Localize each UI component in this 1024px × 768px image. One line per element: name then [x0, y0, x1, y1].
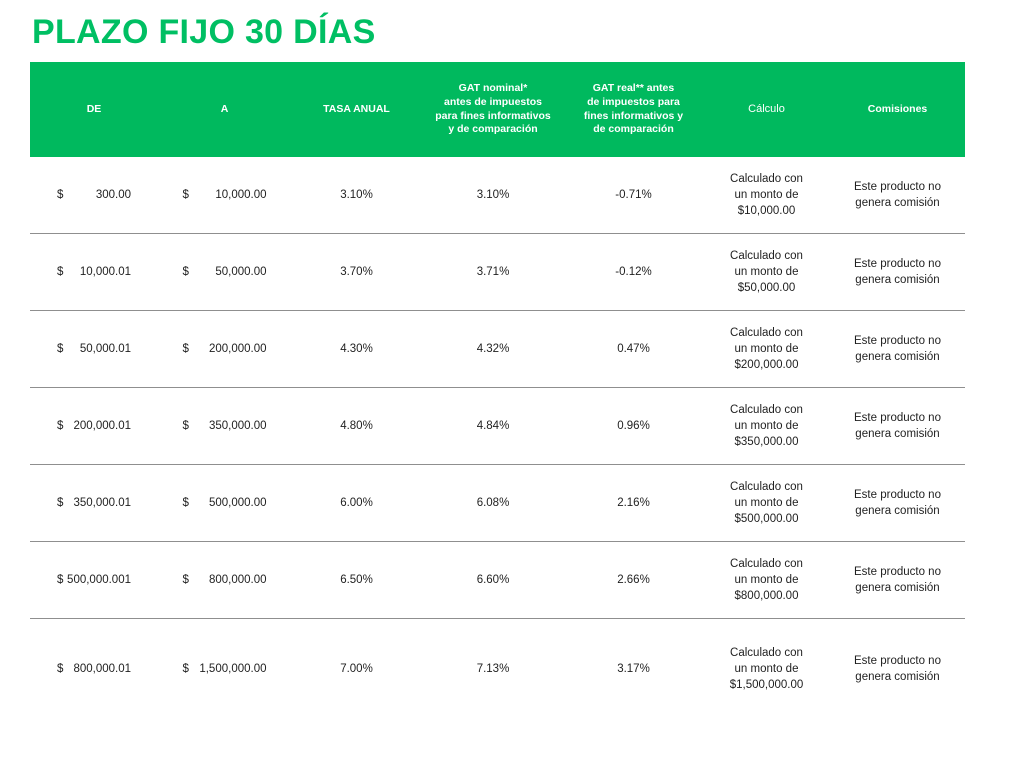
cell-tasa-anual: 3.10%	[340, 188, 373, 201]
rates-table: DE A TASA ANUAL GAT nominal* antes de im…	[30, 62, 965, 719]
cell-gat-real: 0.47%	[617, 342, 650, 355]
cell-calculo: Calculado con un monto de $50,000.00	[730, 249, 803, 295]
currency-symbol: $	[57, 188, 64, 201]
cell-de: $10,000.01	[30, 248, 158, 296]
cell-calculo: Calculado con un monto de $350,000.00	[730, 403, 803, 449]
currency-symbol: $	[57, 496, 64, 509]
cell-de: $200,000.01	[30, 402, 158, 450]
amount: 200,000.01	[73, 419, 131, 432]
amount: 350,000.00	[208, 419, 267, 432]
amount: 10,000.01	[79, 265, 131, 278]
cell-tasa-anual: 6.00%	[340, 496, 373, 509]
column-header-calculo: Cálculo	[748, 103, 785, 116]
column-header-gat-nominal: GAT nominal* antes de impuestos para fin…	[435, 82, 551, 136]
amount: 300.00	[95, 188, 131, 201]
cell-comisiones: Este producto no genera comisión	[854, 654, 941, 683]
cell-gat-nominal: 3.10%	[476, 188, 510, 201]
cell-comisiones: Este producto no genera comisión	[854, 257, 941, 286]
cell-de: $300.00	[30, 171, 158, 219]
cell-comisiones: Este producto no genera comisión	[854, 334, 941, 363]
cell-tasa-anual: 3.70%	[340, 265, 373, 278]
cell-tasa-anual: 4.80%	[340, 419, 373, 432]
cell-de: $800,000.01	[30, 645, 158, 693]
currency-symbol: $	[182, 265, 189, 278]
amount: 50,000.00	[215, 265, 267, 278]
cell-tasa-anual: 6.50%	[340, 573, 373, 586]
table-row: $800,000.01 $1,500,000.00 7.00% 7.13% 3.…	[30, 619, 965, 719]
currency-symbol: $	[57, 662, 64, 675]
column-header-comisiones: Comisiones	[867, 102, 928, 115]
cell-a: $10,000.00	[158, 171, 291, 219]
cell-a: $500,000.00	[158, 479, 291, 527]
cell-gat-nominal: 3.71%	[476, 265, 510, 278]
table-row: $500,000.001 $800,000.00 6.50% 6.60% 2.6…	[30, 542, 965, 619]
cell-calculo: Calculado con un monto de $200,000.00	[730, 326, 803, 372]
table-row: $10,000.01 $50,000.00 3.70% 3.71% -0.12%…	[30, 234, 965, 311]
currency-symbol: $	[182, 342, 189, 355]
amount: 350,000.01	[73, 496, 131, 509]
table-row: $300.00 $10,000.00 3.10% 3.10% -0.71% Ca…	[30, 157, 965, 234]
amount: 50,000.01	[79, 342, 131, 355]
cell-calculo: Calculado con un monto de $10,000.00	[730, 172, 803, 218]
cell-a: $50,000.00	[158, 248, 291, 296]
cell-a: $800,000.00	[158, 556, 291, 604]
page-title: PLAZO FIJO 30 DÍAS	[32, 13, 376, 51]
cell-tasa-anual: 4.30%	[340, 342, 373, 355]
table-row: $350,000.01 $500,000.00 6.00% 6.08% 2.16…	[30, 465, 965, 542]
table-body: $300.00 $10,000.00 3.10% 3.10% -0.71% Ca…	[30, 157, 965, 719]
cell-gat-real: 3.17%	[617, 662, 650, 675]
cell-a: $200,000.00	[158, 325, 291, 373]
column-header-tasa-anual: TASA ANUAL	[323, 102, 390, 115]
currency-symbol: $	[182, 188, 189, 201]
table-row: $200,000.01 $350,000.00 4.80% 4.84% 0.96…	[30, 388, 965, 465]
currency-symbol: $	[182, 419, 189, 432]
table-row: $50,000.01 $200,000.00 4.30% 4.32% 0.47%…	[30, 311, 965, 388]
cell-gat-nominal: 4.32%	[476, 342, 510, 355]
cell-calculo: Calculado con un monto de $800,000.00	[730, 557, 803, 603]
cell-gat-nominal: 7.13%	[476, 662, 510, 675]
cell-gat-nominal: 6.60%	[476, 573, 510, 586]
column-header-de: DE	[86, 102, 102, 115]
cell-gat-nominal: 6.08%	[476, 496, 510, 509]
cell-a: $350,000.00	[158, 402, 291, 450]
cell-gat-real: 0.96%	[617, 419, 650, 432]
cell-gat-nominal: 4.84%	[476, 419, 510, 432]
cell-gat-real: 2.66%	[617, 573, 650, 586]
cell-de: $350,000.01	[30, 479, 158, 527]
amount: 200,000.00	[208, 342, 267, 355]
cell-comisiones: Este producto no genera comisión	[854, 180, 941, 209]
column-header-gat-real: GAT real** antes de impuestos para fines…	[583, 82, 684, 136]
cell-de: $50,000.01	[30, 325, 158, 373]
currency-symbol: $	[182, 573, 189, 586]
currency-symbol: $	[57, 265, 64, 278]
currency-symbol: $	[57, 573, 64, 586]
cell-a: $1,500,000.00	[158, 645, 291, 693]
currency-symbol: $	[182, 496, 189, 509]
cell-gat-real: 2.16%	[617, 496, 650, 509]
cell-gat-real: -0.12%	[615, 265, 652, 278]
currency-symbol: $	[57, 419, 64, 432]
cell-tasa-anual: 7.00%	[340, 662, 373, 675]
column-header-a: A	[220, 102, 229, 115]
cell-comisiones: Este producto no genera comisión	[854, 565, 941, 594]
amount: 10,000.00	[215, 188, 267, 201]
currency-symbol: $	[57, 342, 64, 355]
amount: 500,000.001	[67, 573, 131, 586]
amount: 1,500,000.00	[199, 662, 267, 675]
table-header-row: DE A TASA ANUAL GAT nominal* antes de im…	[30, 62, 965, 157]
amount: 800,000.01	[73, 662, 131, 675]
cell-gat-real: -0.71%	[615, 188, 652, 201]
amount: 500,000.00	[208, 496, 267, 509]
cell-calculo: Calculado con un monto de $500,000.00	[730, 480, 803, 526]
currency-symbol: $	[182, 662, 189, 675]
cell-comisiones: Este producto no genera comisión	[854, 411, 941, 440]
cell-de: $500,000.001	[30, 556, 158, 604]
cell-comisiones: Este producto no genera comisión	[854, 488, 941, 517]
cell-calculo: Calculado con un monto de $1,500,000.00	[729, 646, 804, 692]
amount: 800,000.00	[208, 573, 267, 586]
